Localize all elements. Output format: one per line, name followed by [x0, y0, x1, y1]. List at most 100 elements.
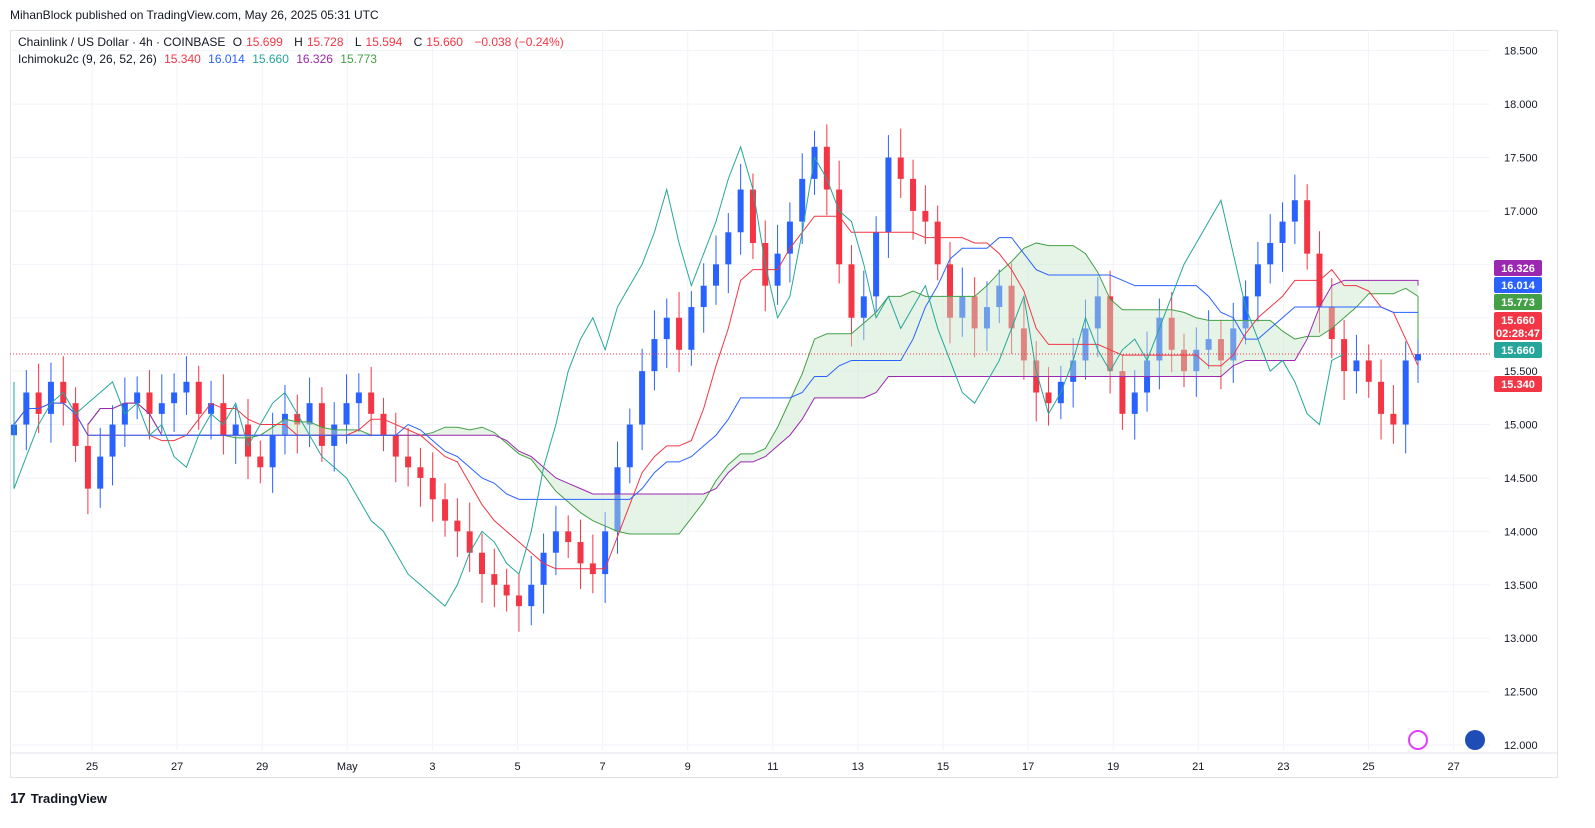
ohlc-high: H 15.728 — [294, 35, 344, 49]
y-tick-label: 14.500 — [1504, 473, 1538, 485]
spana-value: 15.773 — [340, 52, 377, 66]
x-tick-label: 11 — [767, 761, 778, 773]
candle-body — [515, 595, 522, 607]
kijun-value: 16.014 — [208, 52, 245, 66]
candle-body — [860, 296, 867, 318]
x-tick-label: 17 — [1022, 761, 1034, 773]
candle-body — [885, 157, 892, 233]
candle-body — [1094, 296, 1101, 329]
candlestick-chart[interactable]: 12.000 12.500 13.000 13.500 14.000 14.500 15.0… — [0, 0, 1595, 780]
tenkan-line — [13, 215, 1419, 570]
ohlc-low: L 15.594 — [354, 35, 403, 49]
price-badge-label: 16.326 — [1501, 263, 1535, 275]
candle-body — [1119, 371, 1126, 414]
candle-body — [836, 189, 843, 265]
candle-body — [1156, 317, 1163, 361]
candle-body — [1390, 413, 1397, 425]
x-tick-label: 9 — [685, 761, 691, 773]
candle-body — [1193, 349, 1200, 372]
price-badge-label: 16.014 — [1501, 280, 1536, 292]
candle-body — [109, 424, 116, 457]
candle-body — [1402, 360, 1409, 425]
candle-body — [454, 520, 461, 532]
candle-body — [232, 424, 239, 436]
candle-body — [146, 392, 153, 414]
tradingview-logo-icon: 17 — [10, 790, 26, 807]
candle-body — [565, 531, 572, 543]
candle-body — [639, 371, 646, 425]
candle-body — [220, 403, 227, 436]
ichimoku-cloud — [87, 242, 1418, 535]
x-tick-label: 23 — [1277, 761, 1289, 773]
ohlc-close: C 15.660 — [413, 35, 463, 49]
x-tick-label: 15 — [937, 761, 949, 773]
x-tick-label: 27 — [1447, 761, 1459, 773]
candle-body — [1008, 285, 1015, 329]
x-tick-label: 13 — [852, 761, 864, 773]
price-badge-label: 15.660 — [1501, 345, 1535, 357]
candle-body — [1045, 392, 1052, 404]
chart-frame[interactable] — [10, 30, 1558, 778]
candle-body — [528, 584, 535, 607]
indicator-row: Ichimoku2c (9, 26, 52, 26) 15.340 16.014… — [18, 51, 568, 68]
candle-body — [84, 445, 91, 489]
candle-body — [1353, 360, 1360, 372]
tradingview-brand: TradingView — [30, 791, 108, 806]
y-tick-label: 15.500 — [1504, 366, 1538, 378]
candle-body — [983, 307, 990, 329]
candle-body — [651, 339, 658, 372]
candle-body — [1378, 381, 1385, 414]
candle-body — [429, 477, 436, 500]
candle-body — [318, 403, 325, 446]
price-badge — [1494, 277, 1542, 293]
candle-body — [577, 542, 584, 564]
ohlc-open: O 15.699 — [232, 35, 283, 49]
candle-body — [1291, 200, 1298, 222]
candle-body — [1304, 200, 1311, 254]
candle-body — [910, 178, 917, 211]
candle-body — [294, 413, 301, 425]
kijun-line — [13, 237, 1418, 500]
candle-body — [1341, 339, 1348, 372]
x-tick-label: 21 — [1192, 761, 1204, 773]
candle-body — [897, 157, 904, 179]
candle-body — [786, 221, 793, 254]
candle-body — [72, 403, 79, 446]
candle-body — [392, 435, 399, 457]
y-tick-label: 12.000 — [1504, 740, 1538, 752]
candle-body — [700, 285, 707, 308]
y-tick-label: 14.000 — [1504, 526, 1538, 538]
candle-body — [257, 456, 264, 468]
candle-body — [873, 232, 880, 297]
candle-body — [1131, 392, 1138, 414]
x-tick-label: 25 — [1362, 761, 1374, 773]
candle-body — [725, 232, 732, 265]
symbol-title[interactable]: Chainlink / US Dollar · 4h · COINBASE — [18, 35, 226, 49]
candle-body — [368, 392, 375, 414]
y-tick-label: 15.000 — [1504, 420, 1538, 432]
candle-body — [380, 413, 387, 436]
price-badge — [1494, 342, 1542, 358]
candle-body — [663, 317, 670, 340]
candle-body — [1328, 307, 1335, 340]
indicator-title[interactable]: Ichimoku2c (9, 26, 52, 26) — [18, 52, 157, 66]
candle-body — [1230, 328, 1237, 361]
tradingview-footer: 17 TradingView — [10, 790, 107, 807]
candle-body — [540, 552, 547, 585]
candle-body — [737, 189, 744, 233]
candle-body — [947, 264, 953, 318]
candle-body — [959, 296, 966, 318]
candle-body — [552, 531, 559, 553]
candle-body — [97, 456, 104, 489]
candle-body — [442, 499, 449, 521]
x-tick-label: 3 — [429, 761, 435, 773]
x-tick-label: May — [337, 761, 358, 773]
candle-body — [158, 403, 165, 414]
x-tick-label: 19 — [1107, 761, 1119, 773]
candle-body — [503, 584, 510, 596]
y-tick-label: 17.000 — [1504, 206, 1538, 218]
candle-body — [713, 264, 719, 286]
candle-body — [134, 392, 141, 404]
candle-body — [208, 403, 215, 414]
